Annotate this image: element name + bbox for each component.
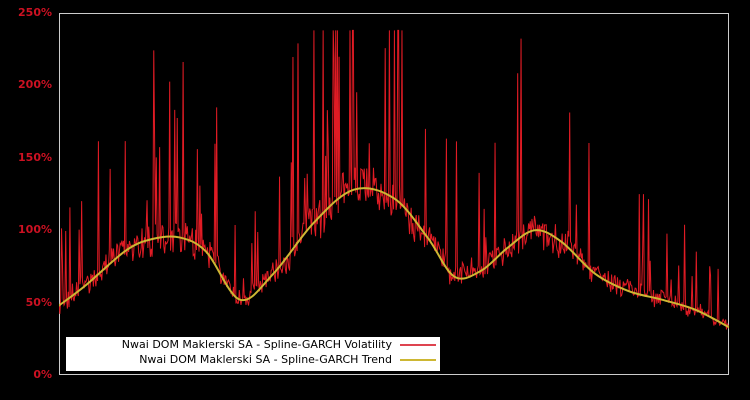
trend-line (59, 187, 729, 329)
y-tick-label-150: 150% (18, 150, 52, 164)
y-tick-label-50: 50% (25, 295, 52, 309)
legend-label-trend: Nwai DOM Maklerski SA - Spline-GARCH Tre… (139, 353, 392, 366)
legend-swatch-volatility (400, 339, 436, 350)
y-tick-label-200: 200% (18, 78, 52, 92)
legend-swatch-trend (400, 354, 436, 365)
series-trend (59, 187, 729, 329)
chart-legend[interactable]: Nwai DOM Maklerski SA - Spline-GARCH Vol… (66, 337, 440, 371)
legend-row-trend[interactable]: Nwai DOM Maklerski SA - Spline-GARCH Tre… (66, 352, 440, 367)
y-tick-label-0: 0% (33, 368, 52, 381)
legend-row-volatility[interactable]: Nwai DOM Maklerski SA - Spline-GARCH Vol… (66, 337, 440, 352)
y-tick-label-250: 250% (18, 6, 52, 19)
legend-label-volatility: Nwai DOM Maklerski SA - Spline-GARCH Vol… (121, 338, 392, 351)
y-tick-label-100: 100% (18, 223, 52, 237)
volatility-line (59, 29, 729, 330)
series-volatility (59, 29, 729, 330)
